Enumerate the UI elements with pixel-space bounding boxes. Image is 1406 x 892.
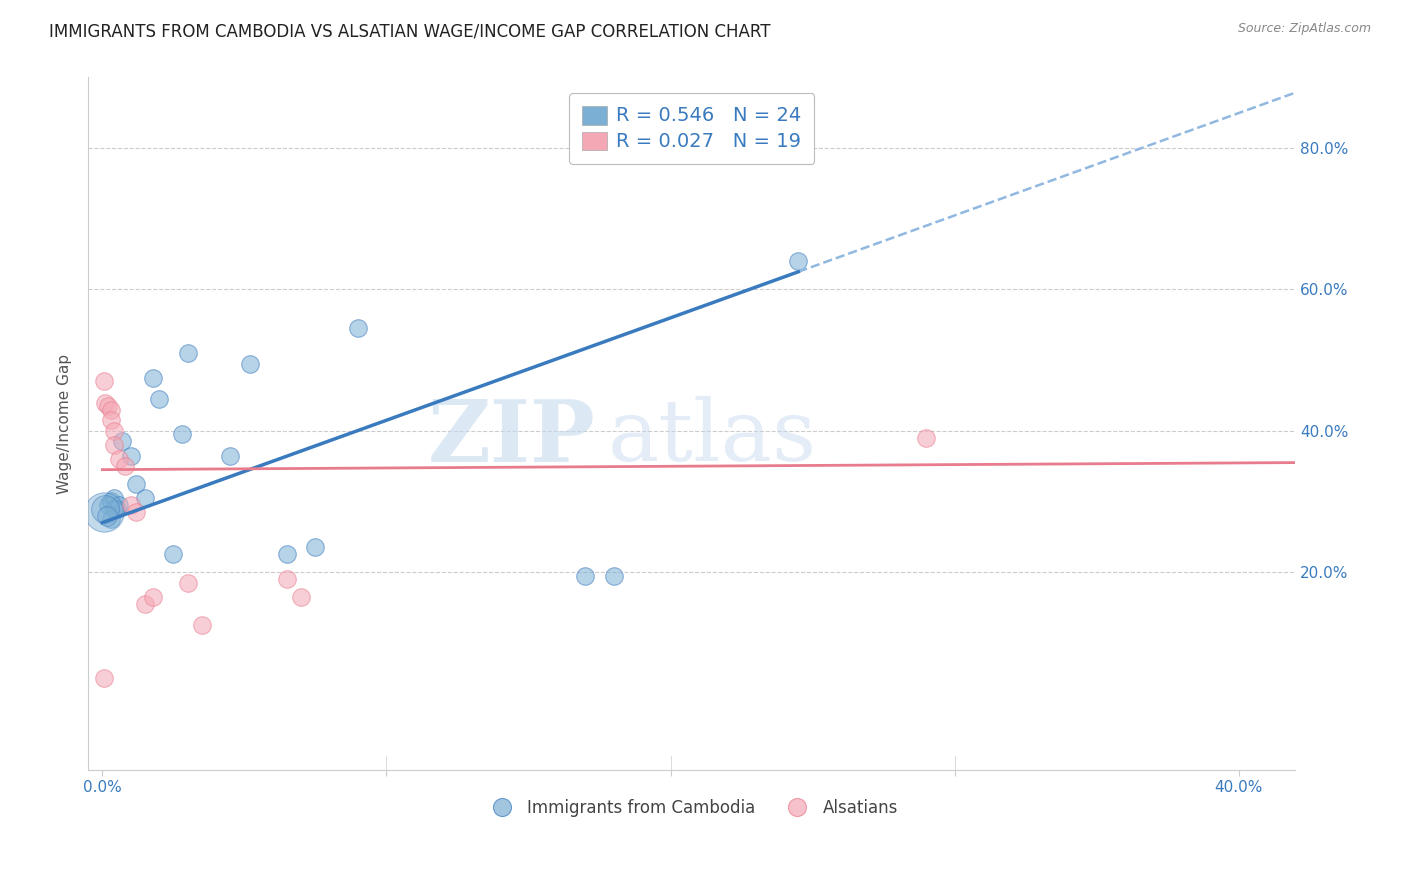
Point xyxy=(94,395,117,409)
Point xyxy=(125,476,148,491)
Point xyxy=(239,357,262,371)
Point xyxy=(103,438,125,452)
Point xyxy=(108,452,131,467)
Point xyxy=(96,508,118,523)
Point xyxy=(93,505,115,519)
Point xyxy=(148,392,170,406)
Text: IMMIGRANTS FROM CAMBODIA VS ALSATIAN WAGE/INCOME GAP CORRELATION CHART: IMMIGRANTS FROM CAMBODIA VS ALSATIAN WAG… xyxy=(49,22,770,40)
Point xyxy=(103,424,125,438)
Point xyxy=(347,321,370,335)
Point xyxy=(134,597,156,611)
Point xyxy=(162,548,184,562)
Point xyxy=(602,568,624,582)
Point xyxy=(304,541,326,555)
Point xyxy=(915,431,938,445)
Point xyxy=(100,494,122,508)
Point xyxy=(142,590,165,604)
Point xyxy=(114,459,136,474)
Point xyxy=(105,501,128,516)
Point xyxy=(290,590,312,604)
Y-axis label: Wage/Income Gap: Wage/Income Gap xyxy=(58,353,72,494)
Point xyxy=(103,501,125,516)
Point xyxy=(176,346,198,360)
Text: Source: ZipAtlas.com: Source: ZipAtlas.com xyxy=(1237,22,1371,36)
Point xyxy=(111,434,134,449)
Point xyxy=(134,491,156,505)
Point xyxy=(219,449,242,463)
Point xyxy=(100,402,122,417)
Point xyxy=(142,371,165,385)
Point xyxy=(120,449,142,463)
Point xyxy=(276,572,298,586)
Point xyxy=(120,498,142,512)
Point xyxy=(100,413,122,427)
Point xyxy=(97,498,120,512)
Point xyxy=(276,548,298,562)
Point xyxy=(191,618,214,632)
Point xyxy=(176,575,198,590)
Legend: Immigrants from Cambodia, Alsatians: Immigrants from Cambodia, Alsatians xyxy=(479,793,904,824)
Point xyxy=(787,254,810,268)
Point xyxy=(574,568,596,582)
Point xyxy=(93,374,115,388)
Text: atlas: atlas xyxy=(607,396,817,479)
Point xyxy=(125,505,148,519)
Point xyxy=(97,399,120,413)
Point xyxy=(100,512,122,526)
Point xyxy=(170,427,193,442)
Point xyxy=(93,671,115,685)
Point xyxy=(103,491,125,505)
Point xyxy=(108,498,131,512)
Point xyxy=(94,501,117,516)
Text: ZIP: ZIP xyxy=(427,395,595,480)
